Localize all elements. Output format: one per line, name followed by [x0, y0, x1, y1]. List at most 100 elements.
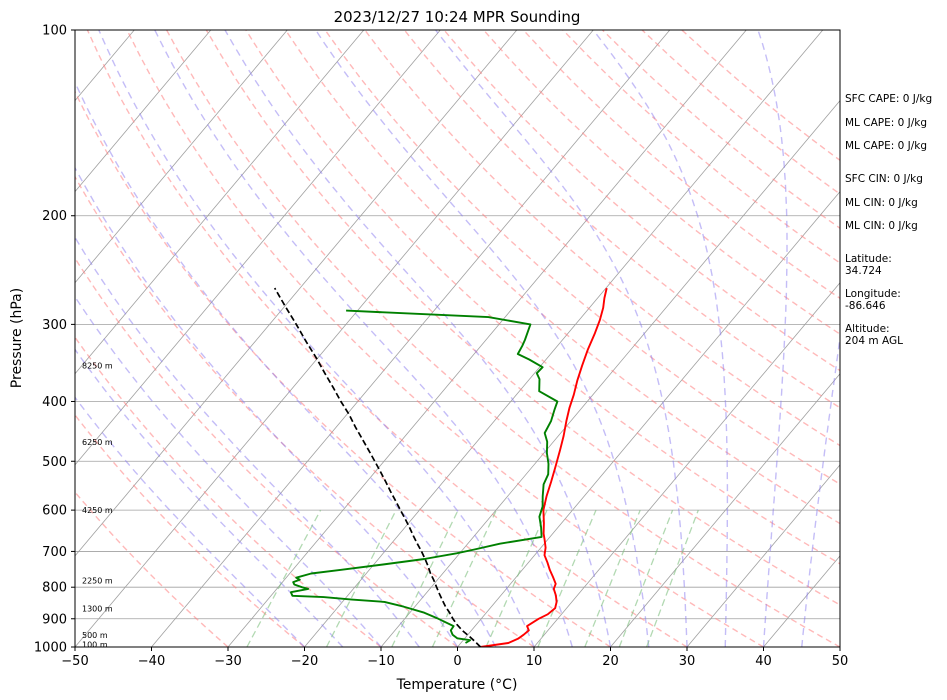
x-axis-ticks: −50 −40 −30 −20 −10 0 10 20 30 40 50	[61, 647, 848, 669]
isotherm-line	[304, 30, 824, 647]
x-tick-label: 40	[755, 654, 772, 669]
mixing-ratio-line	[246, 509, 322, 647]
longitude-label: Longitude:	[845, 288, 901, 300]
dry-adiabat-line	[75, 256, 458, 647]
dewpoint-profile-line	[289, 309, 559, 644]
longitude-value: -86.646	[845, 300, 886, 312]
dry-adiabat-line	[75, 90, 611, 647]
y-tick-label: 600	[42, 504, 67, 519]
y-tick-label: 100	[42, 24, 67, 39]
dry-adiabat-line	[126, 30, 764, 647]
mixing-ratio-line	[645, 509, 699, 647]
y-axis-label: Pressure (hPa)	[9, 288, 25, 388]
ml-cape-text-2: ML CAPE: 0 J/kg	[845, 140, 927, 152]
mixing-ratio-line	[485, 509, 548, 647]
isotherm-line	[533, 282, 840, 647]
dry-adiabat-line	[483, 30, 840, 335]
isotherm-line	[75, 30, 594, 647]
moist-adiabat-line	[75, 236, 420, 647]
x-tick-label: −40	[138, 654, 165, 669]
dry-adiabat-line	[284, 30, 840, 525]
sfc-cape-text: SFC CAPE: 0 J/kg	[845, 93, 932, 105]
isotherm-line	[75, 30, 441, 466]
ml-cape-text: ML CAPE: 0 J/kg	[845, 117, 927, 129]
background-lines	[75, 30, 840, 647]
isotherm-line	[75, 30, 288, 284]
pressure-gridlines	[75, 30, 840, 647]
isotherm-line	[380, 99, 840, 647]
y-tick-label: 700	[42, 545, 67, 560]
mixing-ratio-line	[325, 509, 397, 647]
dry-adiabat-line	[522, 30, 840, 300]
sounding-info-panel: SFC CAPE: 0 J/kg ML CAPE: 0 J/kg ML CAPE…	[845, 93, 932, 347]
dry-adiabat-line	[86, 30, 688, 647]
height-label: 100 m	[82, 640, 108, 649]
isotherm-line	[457, 191, 840, 647]
isotherms	[75, 30, 840, 647]
moist-adiabat-line	[154, 30, 573, 647]
height-label: 6250 m	[82, 438, 113, 447]
ml-cin-text: ML CIN: 0 J/kg	[845, 197, 918, 209]
altitude-value: 204 m AGL	[845, 335, 903, 347]
x-tick-label: 50	[832, 654, 849, 669]
x-tick-label: −30	[214, 654, 241, 669]
sounding-profiles	[273, 287, 608, 647]
moist-adiabat-line	[75, 348, 344, 647]
moist-adiabats	[75, 30, 840, 647]
moist-adiabat-line	[75, 80, 497, 647]
mixing-ratio-line	[537, 509, 597, 647]
isotherm-line	[610, 373, 840, 647]
dry-adiabat-line	[324, 30, 840, 485]
moist-adiabat-line	[75, 295, 382, 647]
x-tick-label: 30	[679, 654, 696, 669]
altitude-label: Altitude:	[845, 323, 890, 335]
mixing-ratio-line	[618, 509, 674, 647]
dry-adiabat-line	[75, 491, 229, 647]
moist-adiabat-line	[98, 30, 535, 647]
isotherm-line	[686, 464, 840, 647]
moist-adiabat-line	[315, 30, 650, 647]
moist-adiabat-line	[801, 333, 840, 647]
parcel-profile-line	[273, 287, 482, 647]
height-label: 2250 m	[82, 576, 113, 585]
isotherm-line	[75, 30, 365, 375]
dry-adiabat-line	[245, 30, 840, 565]
x-axis-label: Temperature (°C)	[396, 677, 518, 693]
sfc-cin-text: SFC CIN: 0 J/kg	[845, 173, 923, 185]
isotherm-line	[227, 30, 747, 647]
y-axis-ticks: 1000 900 800 700 600 500 400 300 200 100	[34, 24, 75, 656]
mixing-ratio-line	[584, 509, 641, 647]
moist-adiabat-line	[757, 30, 788, 647]
dry-adiabat-line	[165, 30, 840, 647]
x-tick-label: 0	[453, 654, 461, 669]
mixing-ratio-lines	[246, 509, 699, 647]
isotherm-line	[75, 30, 212, 193]
dry-adiabat-line	[75, 413, 305, 647]
y-tick-label: 800	[42, 581, 67, 596]
isotherm-line	[75, 30, 518, 557]
chart-title: 2023/12/27 10:24 MPR Sounding	[334, 8, 581, 26]
y-tick-label: 300	[42, 318, 67, 333]
height-label: 8250 m	[82, 362, 113, 371]
dry-adiabat-line	[205, 30, 840, 606]
ml-cin-text-2: ML CIN: 0 J/kg	[845, 220, 918, 232]
dry-adiabat-line	[75, 336, 382, 647]
x-tick-label: −10	[367, 654, 394, 669]
latitude-value: 34.724	[845, 265, 882, 277]
height-label: 500 m	[82, 631, 108, 640]
mixing-ratio-line	[431, 509, 497, 647]
height-label: 1300 m	[82, 604, 113, 613]
y-tick-label: 500	[42, 455, 67, 470]
dry-adiabats	[75, 30, 840, 647]
moist-adiabat-line	[435, 30, 688, 647]
y-tick-label: 900	[42, 612, 67, 627]
height-label: 4250 m	[82, 506, 113, 515]
x-tick-label: −20	[291, 654, 318, 669]
x-tick-label: 10	[526, 654, 543, 669]
moist-adiabat-line	[592, 30, 729, 647]
x-tick-label: −50	[61, 654, 88, 669]
latitude-label: Latitude:	[845, 253, 892, 265]
moist-adiabat-line	[75, 396, 305, 647]
